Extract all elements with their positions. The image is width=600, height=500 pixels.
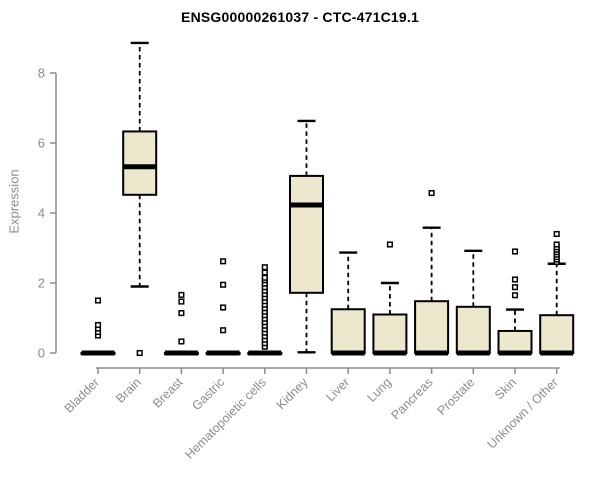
outlier-point: [220, 258, 227, 265]
outlier-point: [220, 327, 227, 334]
x-tick-label: Hematopoietic cells: [182, 375, 269, 462]
outlier-point: [511, 292, 519, 299]
outlier-point: [220, 304, 227, 311]
outlier-point: [261, 269, 268, 276]
outlier-point: [511, 248, 519, 255]
y-tick-label: 2: [38, 276, 45, 291]
box: [539, 314, 575, 355]
outlier-point: [428, 190, 435, 197]
outlier-point: [511, 276, 519, 283]
outlier-point: [94, 297, 102, 304]
outlier-point: [178, 338, 185, 345]
x-tick-label: Bladder: [62, 375, 102, 415]
outlier-point: [136, 349, 143, 357]
box: [497, 329, 533, 355]
x-tick-label: Skin: [492, 375, 519, 402]
x-tick-label: Lung: [364, 375, 394, 405]
outlier-point: [178, 291, 185, 298]
outlier-point: [178, 298, 185, 305]
x-tick-label: Pancreas: [388, 375, 435, 422]
x-tick-label: Kidney: [274, 375, 311, 412]
outlier-point: [178, 310, 185, 317]
box: [122, 130, 158, 196]
x-tick-label: Prostate: [435, 375, 478, 418]
x-tick-label: Breast: [150, 375, 186, 411]
outlier-point: [511, 284, 519, 291]
x-tick-label: Unknown / Other: [485, 375, 561, 451]
box: [455, 305, 491, 354]
box: [372, 313, 408, 354]
chart-title: ENSG00000261037 - CTC-471C19.1: [181, 9, 419, 25]
outlier-point: [261, 264, 268, 271]
outlier-point: [553, 230, 560, 238]
x-tick-label: Liver: [323, 375, 352, 404]
y-tick-label: 4: [38, 206, 45, 221]
y-tick-label: 8: [38, 66, 45, 81]
outlier-point: [220, 281, 227, 288]
outlier-point: [94, 321, 102, 329]
box: [414, 300, 450, 355]
y-tick-label: 0: [38, 346, 45, 361]
x-tick-label: Brain: [113, 375, 144, 406]
outlier-point: [553, 241, 560, 248]
x-tick-label: Gastric: [189, 375, 227, 413]
outlier-point: [261, 274, 268, 281]
outlier-point: [386, 241, 393, 248]
y-tick-label: 6: [38, 136, 45, 151]
box: [289, 174, 324, 294]
box: [330, 308, 366, 354]
